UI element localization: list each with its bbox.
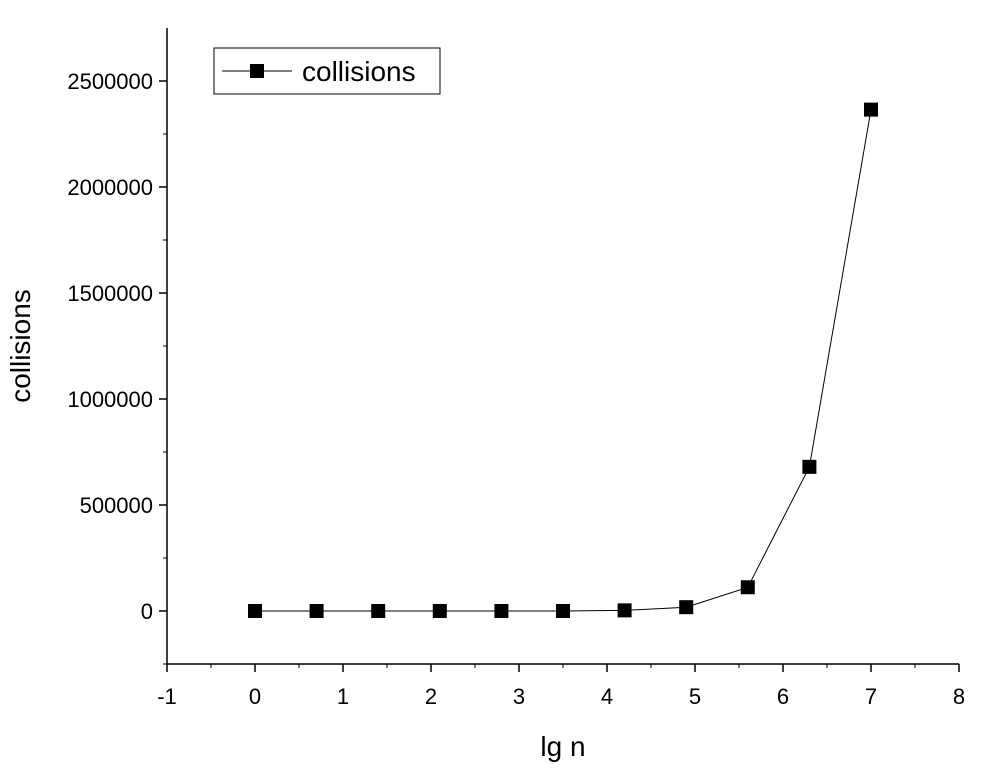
data-point [309,604,324,618]
y-tick-label: 1000000 [67,387,153,412]
x-axis-title: lg n [540,731,585,762]
data-point [740,580,755,595]
y-tick-label: 2500000 [67,69,153,94]
x-tick-label: -1 [157,684,177,709]
x-tick-label: 7 [865,684,877,709]
data-point [556,604,570,618]
x-tick-label: 6 [777,684,789,709]
y-tick-label: 1500000 [67,281,153,306]
data-point [494,604,509,618]
x-tick-label: 0 [249,684,261,709]
data-point [432,604,447,618]
x-axis-ticks: -1 0 1 2 3 4 5 6 7 8 [157,664,965,709]
x-tick-label: 5 [689,684,701,709]
y-axis-ticks: 0 500000 1000000 1500000 2000000 2500000 [67,69,167,665]
data-point [802,459,817,474]
y-axis-title: collisions [5,289,36,403]
series-line [255,109,872,612]
x-tick-label: 2 [425,684,437,709]
legend-marker [250,64,264,78]
series-layer [248,102,878,618]
data-point [248,604,262,618]
y-tick-label: 2000000 [67,175,153,200]
y-tick-label: 500000 [80,493,153,518]
data-point [371,604,386,618]
legend-label: collisions [302,56,416,87]
legend: collisions [213,47,441,95]
y-tick-label: 0 [141,599,153,624]
data-point [617,603,632,618]
data-point [679,600,694,615]
x-tick-label: 1 [337,684,349,709]
axes [166,28,959,665]
x-tick-label: 4 [601,684,613,709]
data-point [864,102,878,117]
x-tick-label: 8 [953,684,965,709]
x-tick-label: 3 [513,684,525,709]
